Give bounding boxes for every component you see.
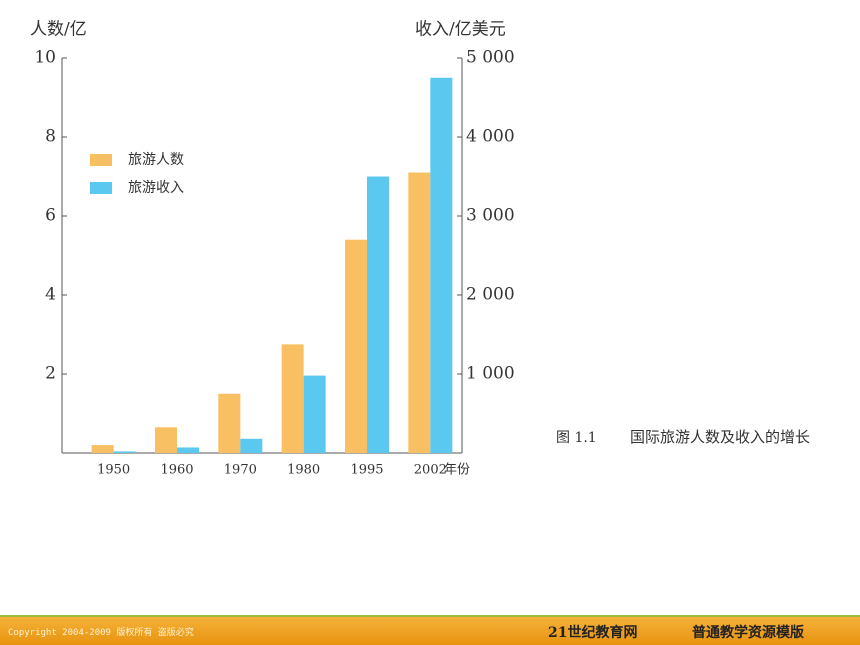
- bar: [177, 447, 199, 453]
- bar: [408, 172, 431, 454]
- legend-swatch: [90, 154, 112, 166]
- x-tick-label: 1950: [97, 463, 130, 478]
- y-tick-label: 6: [45, 206, 56, 226]
- y-axis-label: 人数/亿: [30, 20, 87, 40]
- y-tick-label: 2: [45, 364, 56, 384]
- chart: 人数/亿 收入/亿美元 年份 图 1.1 国际旅游人数及收入的增长 2 4 6 8 10…: [30, 20, 810, 478]
- y2-tick-label: 4 000: [466, 127, 515, 147]
- bar: [113, 451, 136, 453]
- caption: 国际旅游人数及收入的增长: [630, 428, 810, 446]
- x-axis-label: 年份: [444, 463, 470, 478]
- legend-swatch: [90, 182, 112, 194]
- y-tick-label: 8: [45, 127, 56, 147]
- copyright: Copyright 2004-2009 版权所有 盗版必究: [8, 628, 194, 638]
- template-name: 普通教学资源模版: [692, 625, 804, 641]
- bar: [430, 77, 453, 453]
- bar: [303, 375, 326, 453]
- x-tick-label: 1980: [287, 463, 320, 478]
- y-tick-label: 4: [45, 285, 56, 305]
- y2-tick-label: 1 000: [466, 364, 515, 384]
- bar: [240, 438, 263, 453]
- legend-label: 旅游人数: [128, 152, 184, 168]
- bar: [218, 393, 241, 453]
- bar: [281, 344, 304, 453]
- bar: [367, 176, 389, 453]
- y2-tick-label: 2 000: [466, 285, 515, 305]
- bar: [91, 445, 114, 453]
- y2-tick-label: 5 000: [466, 48, 515, 68]
- legend-label: 旅游收入: [128, 180, 184, 196]
- x-tick-label: 1995: [350, 463, 383, 478]
- y2-tick-label: 3 000: [466, 206, 515, 226]
- x-tick-label: 1960: [160, 463, 193, 478]
- footer: Copyright 2004-2009 版权所有 盗版必究 21世纪教育网 普通…: [0, 615, 860, 645]
- y2-axis-label: 收入/亿美元: [415, 20, 506, 40]
- y-tick-label: 10: [34, 48, 56, 68]
- site-name: 21世纪教育网: [548, 625, 638, 641]
- caption-number: 图 1.1: [556, 430, 597, 446]
- x-tick-label: 1970: [224, 463, 257, 478]
- bar: [345, 239, 367, 453]
- bar: [155, 427, 177, 453]
- x-tick-label: 2002: [414, 463, 447, 478]
